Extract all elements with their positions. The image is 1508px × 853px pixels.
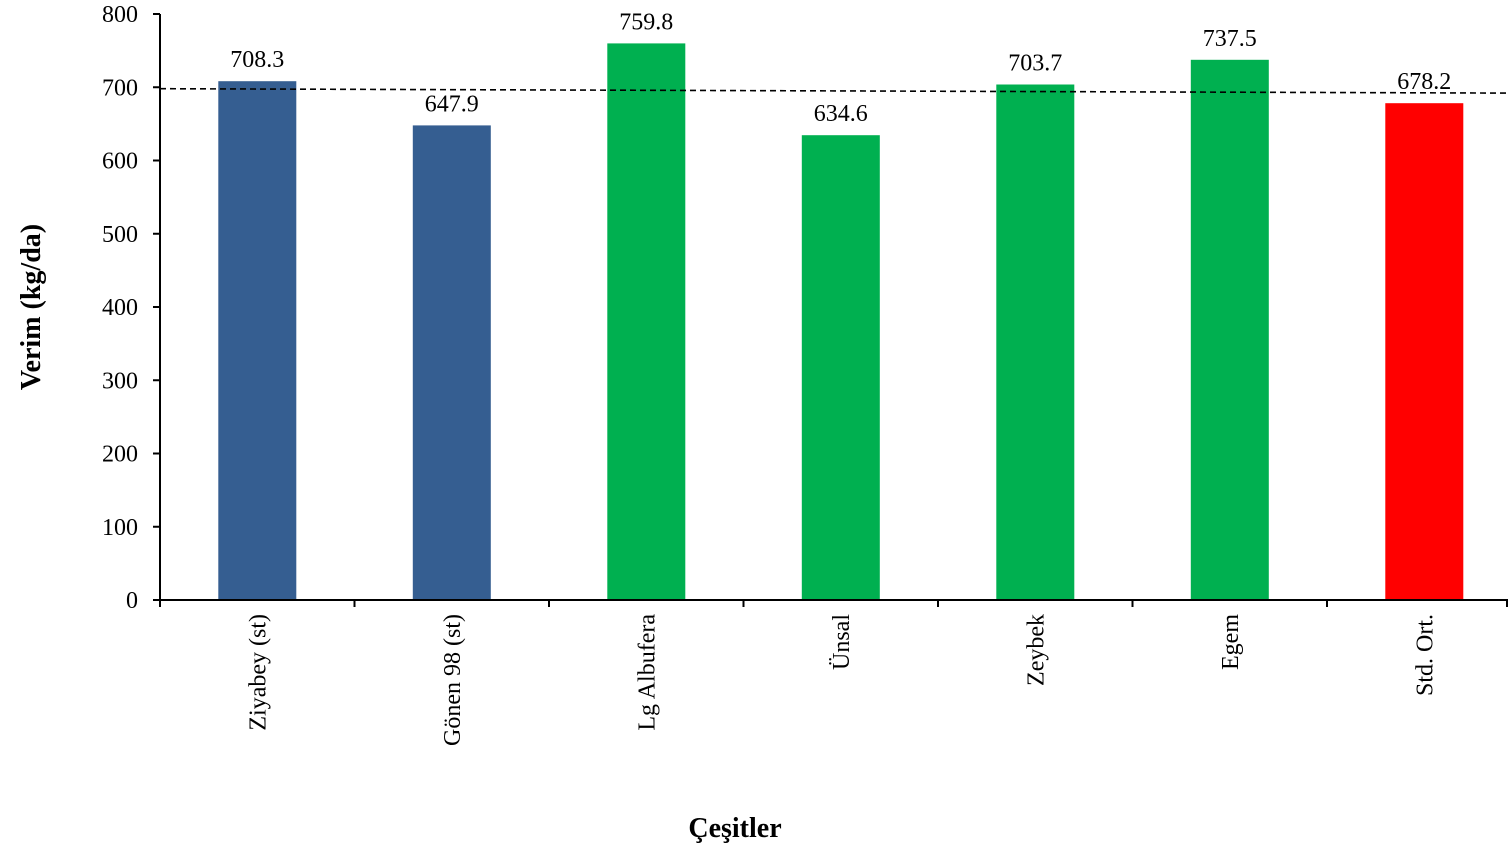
y-tick-label-6: 600 <box>102 149 138 175</box>
bar-4 <box>801 135 880 600</box>
bars-layer <box>218 43 1464 601</box>
y-tick-label-7: 700 <box>102 75 138 101</box>
y-tick-label-4: 400 <box>102 295 138 321</box>
x-tick-label-4: Ünsal <box>829 614 855 670</box>
bar-3 <box>607 43 686 600</box>
y-tick-label-2: 200 <box>102 442 138 468</box>
bar-2 <box>412 125 491 601</box>
y-tick-label-5: 500 <box>102 222 138 248</box>
y-tick-label-0: 0 <box>126 588 138 614</box>
y-axis-title: Verim (kg/da) <box>16 224 47 390</box>
axes-layer <box>153 13 1508 607</box>
x-tick-label-5: Zeybek <box>1023 614 1049 686</box>
x-tick-label-3: Lg Albufera <box>634 614 660 731</box>
x-tick-label-1: Ziyabey (st) <box>245 614 271 731</box>
x-tick-label-6: Egem <box>1218 614 1244 670</box>
y-tick-label-3: 300 <box>102 368 138 394</box>
bar-5 <box>996 84 1075 600</box>
data-label-3: 759.8 <box>619 9 673 35</box>
data-label-6: 737.5 <box>1203 26 1257 52</box>
reference-line <box>159 87 1508 94</box>
labels-layer: 708.3 Ziyabey (st) 647.9 Gönen 98 (st) 759.8… <box>102 2 1451 746</box>
x-tick-label-7: Std. Ort. <box>1412 614 1438 696</box>
data-label-7: 678.2 <box>1397 69 1451 95</box>
y-tick-label-8: 800 <box>102 2 138 28</box>
data-label-4: 634.6 <box>814 101 868 127</box>
bar-7 <box>1385 103 1464 600</box>
data-label-2: 647.9 <box>425 91 479 117</box>
y-tick-label-1: 100 <box>102 515 138 541</box>
data-label-1: 708.3 <box>230 47 284 73</box>
reference-line-layer <box>159 87 1508 94</box>
bar-6 <box>1190 59 1269 601</box>
bar-1 <box>218 81 297 600</box>
x-axis-title: Çeşitler <box>688 813 781 844</box>
data-label-5: 703.7 <box>1008 51 1062 77</box>
x-tick-label-2: Gönen 98 (st) <box>440 614 466 746</box>
